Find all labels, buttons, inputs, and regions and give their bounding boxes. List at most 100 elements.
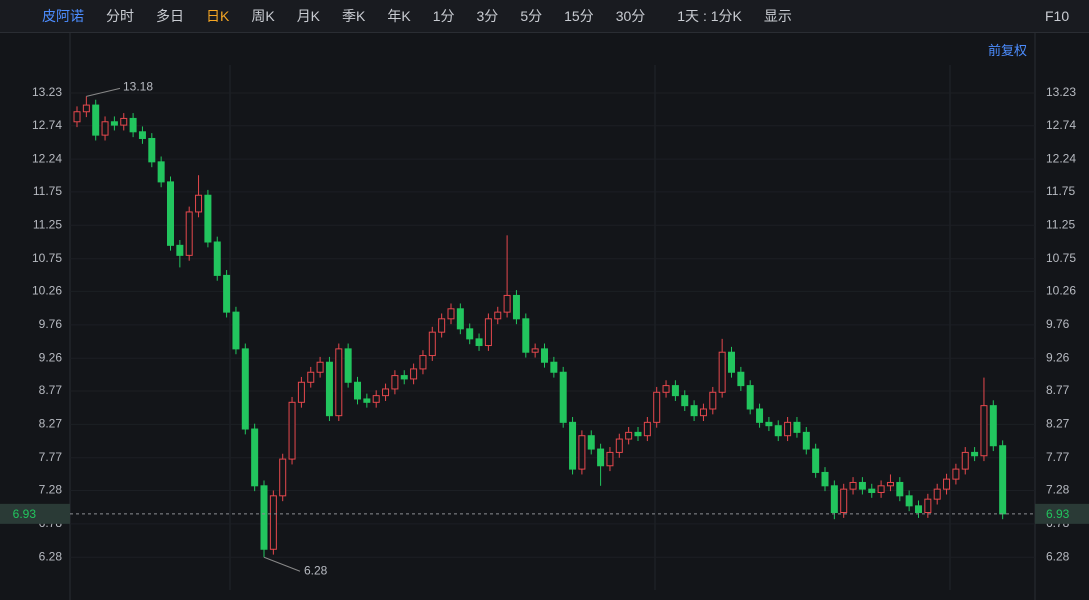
- candle-body: [784, 421, 792, 437]
- max-pointer: [86, 87, 121, 97]
- candle-body: [662, 385, 670, 393]
- candle-body: [858, 481, 866, 490]
- tab[interactable]: 月K: [296, 8, 321, 24]
- candle-body: [999, 445, 1007, 515]
- candle-body: [101, 121, 109, 136]
- candle-body: [756, 408, 764, 423]
- stock-name[interactable]: 皮阿诺: [42, 8, 84, 24]
- candle-body: [232, 311, 240, 350]
- tab[interactable]: 分时: [106, 8, 134, 24]
- candle-body: [251, 428, 259, 487]
- y-tick-label-right: 6.28: [1046, 549, 1070, 563]
- y-tick-label: 6.28: [39, 549, 63, 563]
- candle-body: [297, 381, 305, 403]
- candle-body: [503, 294, 511, 313]
- tab[interactable]: 多日: [156, 8, 184, 24]
- candle-body: [933, 488, 941, 500]
- tab[interactable]: 3分: [476, 8, 499, 24]
- candle-body: [597, 448, 605, 467]
- candle-body: [765, 421, 773, 427]
- candle-body: [840, 488, 848, 514]
- candle-body: [129, 117, 137, 133]
- tab[interactable]: 周K: [251, 8, 275, 24]
- candle-body: [578, 435, 586, 470]
- candle-body: [728, 351, 735, 373]
- candle-body: [671, 385, 679, 397]
- candle-body: [830, 485, 838, 514]
- candle-body: [400, 375, 408, 380]
- tab[interactable]: 15分: [564, 8, 594, 24]
- candle-body: [699, 408, 707, 417]
- candle-body: [213, 241, 221, 276]
- min-label: 6.28: [304, 563, 328, 577]
- candle-body: [391, 375, 399, 390]
- candle-body: [802, 431, 810, 450]
- y-tick-label-right: 11.75: [1046, 184, 1075, 198]
- price-tag-left: [0, 503, 70, 524]
- candle-body: [924, 498, 932, 514]
- candle-body: [167, 181, 174, 246]
- candle-body: [943, 478, 951, 490]
- candle-body: [475, 338, 483, 347]
- price-tag-right: [1035, 503, 1089, 524]
- y-tick-label-right: 9.76: [1046, 317, 1070, 331]
- y-tick-label: 10.26: [32, 284, 62, 298]
- tab[interactable]: 季K: [342, 8, 366, 24]
- candle-body: [746, 385, 754, 410]
- tab[interactable]: 年K: [387, 8, 411, 24]
- candle-body: [372, 395, 380, 403]
- candle-body: [269, 495, 277, 550]
- y-tick-label: 9.26: [39, 350, 63, 364]
- candle-body: [569, 421, 577, 470]
- candle-body: [120, 117, 128, 126]
- candle-body: [466, 328, 474, 340]
- candle-body: [989, 405, 997, 447]
- candle-body: [915, 505, 922, 514]
- candle-body: [279, 458, 287, 497]
- display-menu[interactable]: 显示: [763, 8, 792, 24]
- tab[interactable]: 1分: [432, 8, 455, 24]
- tab[interactable]: 30分: [615, 8, 646, 24]
- candle-body: [382, 388, 390, 397]
- candle-body: [195, 194, 203, 213]
- f10-button[interactable]: F10: [1045, 8, 1070, 24]
- candle-body: [354, 381, 361, 400]
- candle-body: [896, 481, 904, 497]
- y-tick-label: 11.25: [33, 217, 62, 231]
- candle-body: [559, 371, 567, 423]
- y-tick-label-right: 9.26: [1046, 350, 1070, 364]
- candle-body: [223, 274, 231, 313]
- candle-body: [288, 401, 296, 460]
- candle-body: [905, 495, 913, 507]
- y-tick-label-right: 11.25: [1046, 217, 1075, 231]
- candle-body: [447, 308, 455, 320]
- candle-body: [241, 348, 249, 430]
- candle-body: [363, 398, 371, 403]
- candle-body: [961, 451, 969, 470]
- adjust-button[interactable]: 前复权: [987, 43, 1027, 58]
- candle-body: [812, 448, 820, 473]
- candle-body: [456, 308, 464, 330]
- candle-body: [494, 311, 502, 320]
- candle-body: [774, 425, 782, 437]
- y-tick-label-right: 12.74: [1046, 118, 1076, 132]
- candle-body: [952, 468, 960, 480]
- candle-body: [307, 371, 315, 383]
- y-tick-label: 11.75: [33, 184, 62, 198]
- candle-body: [92, 104, 100, 136]
- candle-body: [971, 451, 979, 457]
- tab[interactable]: 日K: [206, 8, 230, 24]
- y-tick-label: 13.23: [32, 85, 62, 99]
- candle-body: [176, 244, 184, 256]
- candle-body: [541, 348, 548, 363]
- candle-body: [522, 318, 530, 353]
- tab[interactable]: 5分: [520, 8, 543, 24]
- y-tick-label-right: 10.26: [1046, 284, 1076, 298]
- y-tick-label-right: 7.28: [1046, 483, 1070, 497]
- candle-body: [550, 361, 558, 373]
- candle-body: [793, 421, 801, 433]
- candle-body: [325, 361, 333, 417]
- period-select[interactable]: 1天 : 1分K: [677, 8, 742, 24]
- candle-body: [709, 391, 717, 410]
